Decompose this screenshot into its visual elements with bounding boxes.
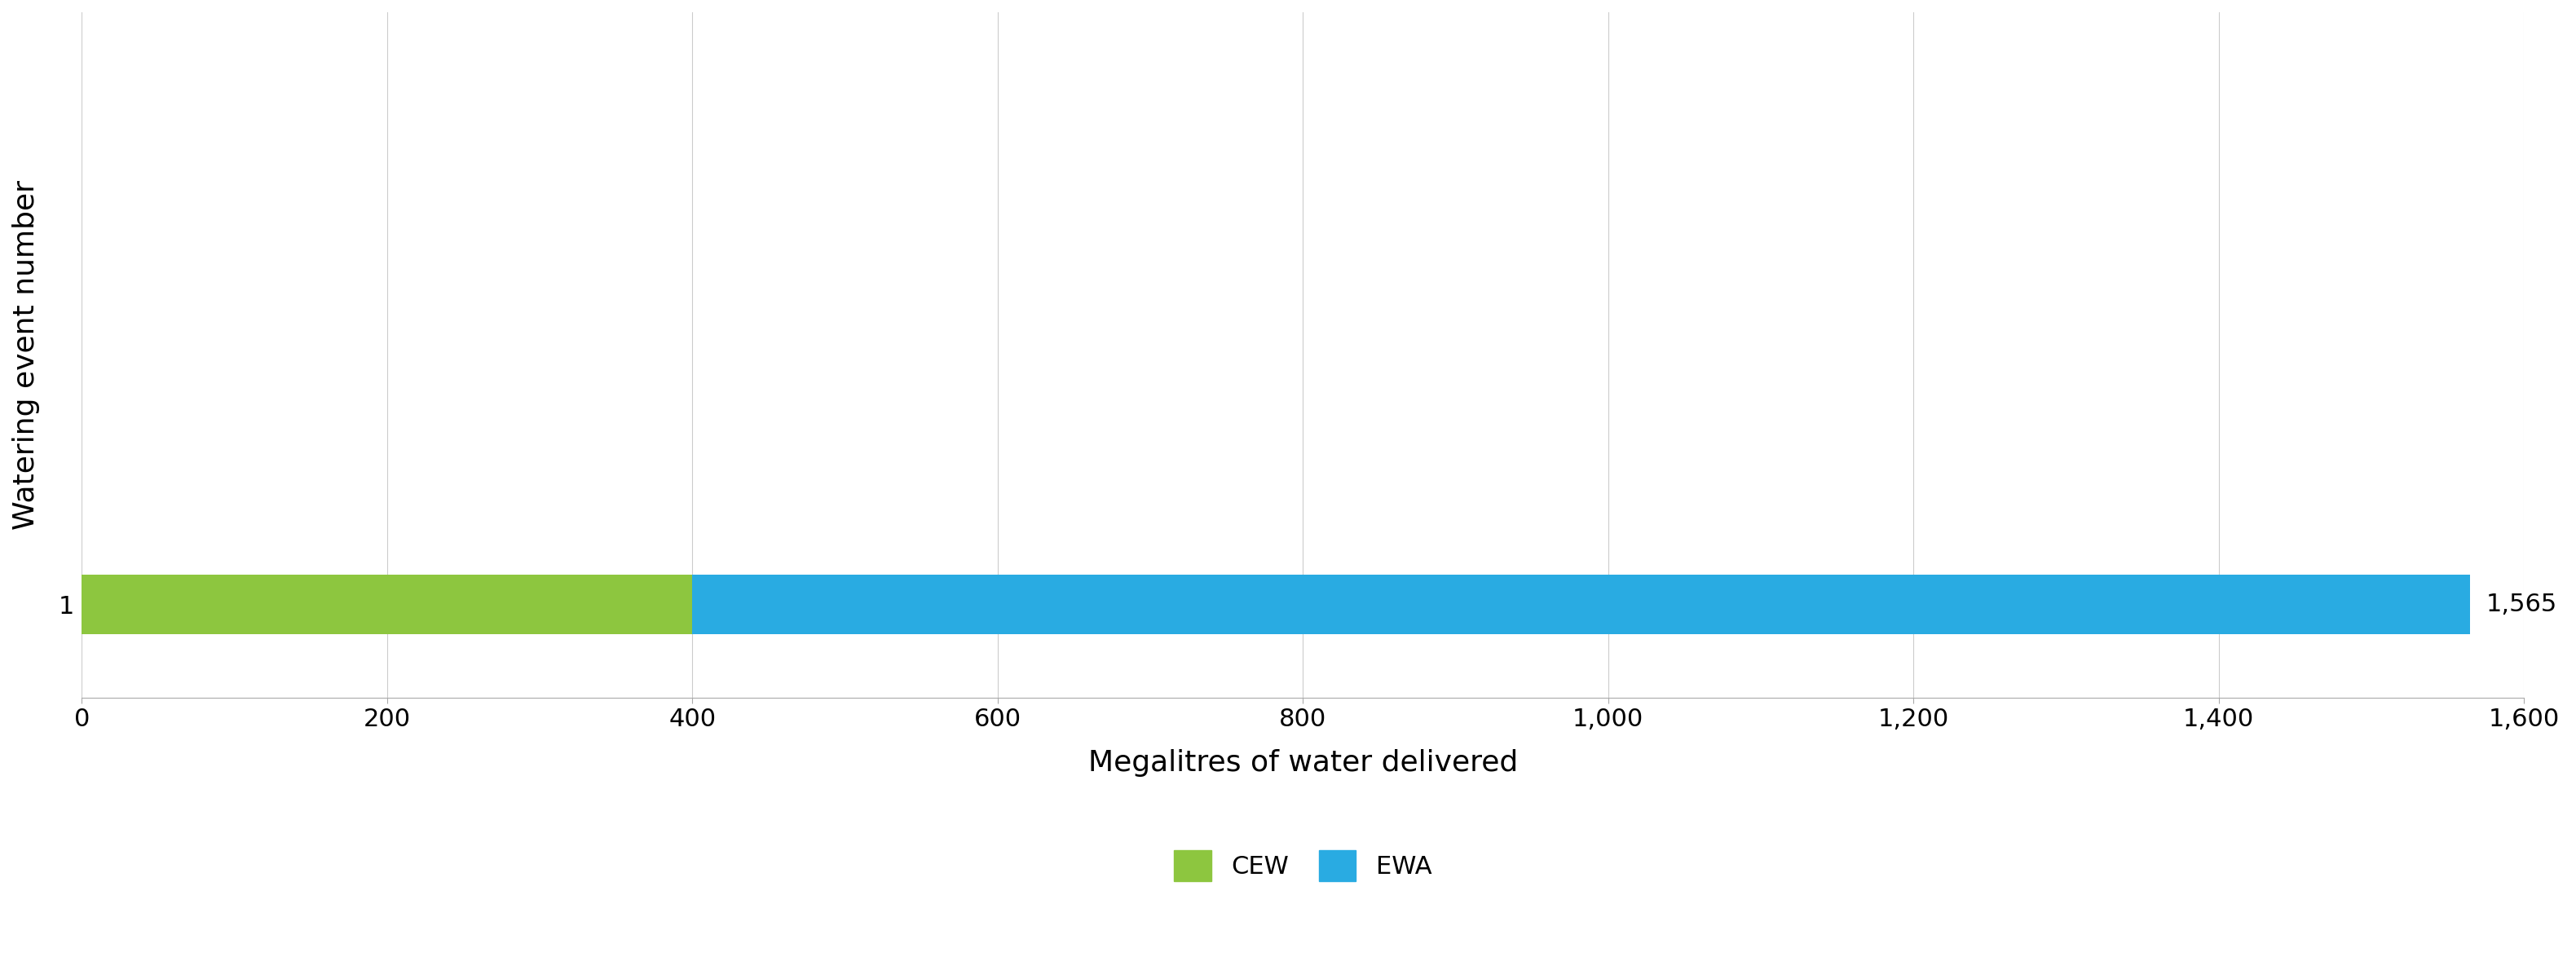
X-axis label: Megalitres of water delivered: Megalitres of water delivered <box>1087 749 1517 777</box>
Legend: CEW, EWA: CEW, EWA <box>1164 841 1443 890</box>
Y-axis label: Watering event number: Watering event number <box>13 180 41 530</box>
Text: 1,565: 1,565 <box>2486 593 2558 616</box>
Bar <box>82 575 693 634</box>
Bar <box>693 575 2470 634</box>
